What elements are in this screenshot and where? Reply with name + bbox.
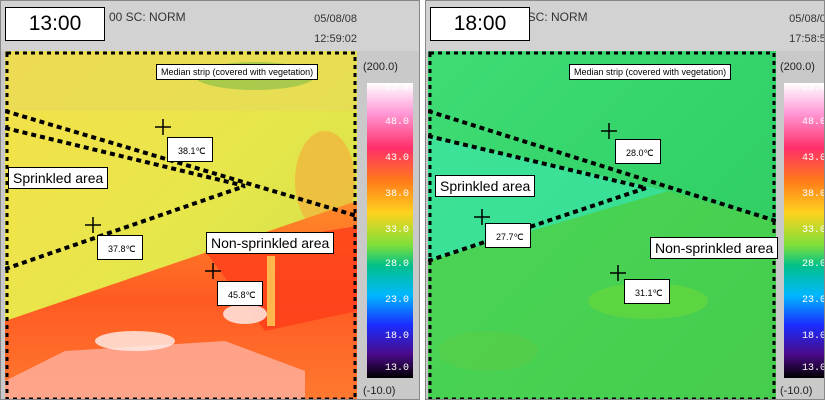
median-strip-label: Median strip (covered with vegetation) [156, 64, 319, 80]
scale-tick: 13.0 [802, 363, 825, 374]
temperature-label-median: 38.1℃ [167, 137, 213, 162]
scale-tick: 53.0 [802, 83, 825, 94]
date-text: 05/08/08 [789, 13, 824, 25]
scale-tick: 13.0 [385, 363, 410, 374]
timestamp: 05/08/08 17:58:52 [789, 9, 824, 49]
scale-min: (-10.0) [363, 385, 396, 397]
temperature-label-non-sprinkled: 45.8℃ [217, 281, 263, 306]
date-text: 05/08/08 [314, 13, 357, 25]
thermal-scene [428, 51, 776, 399]
color-scale: (200.0) 53.0 48.0 43.0 38.0 33.0 28.0 23… [776, 51, 825, 399]
scale-tick: 28.0 [802, 259, 825, 270]
non-sprinkled-area-label: Non-sprinkled area [650, 237, 779, 259]
scale-tick: 38.0 [385, 189, 410, 200]
scale-bar: 53.0 48.0 43.0 38.0 33.0 28.0 23.0 18.0 … [784, 83, 825, 378]
scale-max: (200.0) [363, 61, 398, 73]
scale-min: (-10.0) [780, 385, 813, 397]
scale-tick: 43.0 [802, 153, 825, 164]
time-label: 18:00 [430, 7, 530, 41]
scale-tick: 18.0 [802, 331, 825, 342]
sprinkled-area-label: Sprinkled area [435, 175, 536, 197]
timestamp: 05/08/08 12:59:02 [314, 9, 357, 49]
median-strip-label: Median strip (covered with vegetation) [569, 64, 732, 80]
scale-tick: 53.0 [385, 83, 410, 94]
thermal-image-1800: 00 SC: NORM 05/08/08 17:58:52 (20 [425, 0, 825, 400]
scale-bar: 53.0 48.0 43.0 38.0 33.0 28.0 23.0 18.0 … [367, 83, 413, 378]
non-sprinkled-area-label: Non-sprinkled area [206, 232, 335, 254]
clock-text: 12:59:02 [314, 33, 357, 45]
scale-tick: 33.0 [802, 225, 825, 236]
scale-tick: 18.0 [385, 331, 410, 342]
scale-tick: 48.0 [385, 117, 410, 128]
scale-tick: 28.0 [385, 259, 410, 270]
scale-tick: 38.0 [802, 189, 825, 200]
temperature-label-sprinkled: 37.8℃ [97, 235, 143, 260]
scale-tick: 33.0 [385, 225, 410, 236]
temperature-label-sprinkled: 27.7℃ [485, 223, 531, 248]
thermal-scene [5, 51, 357, 399]
scale-max: (200.0) [780, 61, 815, 73]
scale-tick: 48.0 [802, 117, 825, 128]
clock-text: 17:58:52 [789, 33, 824, 45]
temperature-label-median: 28.0℃ [615, 139, 661, 164]
time-label: 13:00 [5, 7, 105, 41]
color-scale: (200.0) 53.0 48.0 43.0 38.0 33.0 28.0 23… [359, 51, 419, 399]
scale-tick: 23.0 [802, 295, 825, 306]
camera-mode-text: 00 SC: NORM [109, 10, 186, 24]
thermal-image-1300: 00 SC: NORM 05/08/08 12:59:02 [0, 0, 420, 400]
temperature-label-non-sprinkled: 31.1℃ [624, 279, 670, 304]
scale-tick: 23.0 [385, 295, 410, 306]
camera-mode-text: 00 SC: NORM [511, 10, 588, 24]
scale-tick: 43.0 [385, 153, 410, 164]
sprinkled-area-label: Sprinkled area [8, 167, 109, 189]
